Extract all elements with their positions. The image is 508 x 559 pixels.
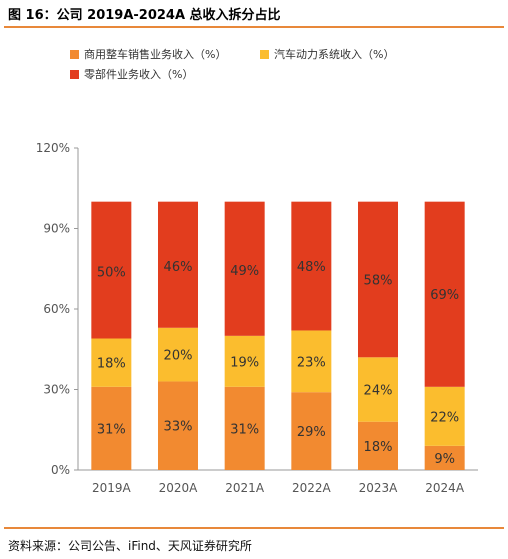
bar-segment [424, 201, 465, 387]
data-label: 22% [430, 410, 459, 425]
legend-swatch [260, 50, 269, 59]
legend-swatch [70, 70, 79, 79]
y-axis: 0% 30% 60% 90% 120% [36, 141, 79, 477]
bar-segment [224, 335, 265, 387]
bar-segment [358, 201, 398, 358]
x-tick-label: 2023A [359, 481, 399, 495]
bar-segment [224, 386, 265, 470]
data-label: 20% [164, 349, 193, 364]
bar-segment [91, 386, 132, 470]
data-label: 23% [297, 355, 326, 370]
bottom-rule [4, 527, 504, 529]
data-label: 31% [97, 422, 126, 437]
source-note: 资料来源：公司公告、iFind、天风证券研究所 [8, 539, 252, 553]
bar-segment [224, 201, 265, 336]
data-label: 31% [230, 422, 259, 437]
legend-swatch [70, 50, 79, 59]
bar-segment [158, 381, 198, 470]
figure-title: 图 16：公司 2019A-2024A 总收入拆分占比 [8, 8, 281, 23]
x-axis: 2019A 2020A 2021A 2022A 2023A 2024A [78, 469, 478, 495]
data-label: 9% [434, 452, 455, 467]
y-tick-label: 120% [36, 141, 70, 155]
chart-legend: 商用整车销售业务收入（%） 汽车动力系统收入（%） 零部件业务收入（%） [70, 47, 394, 81]
bar-segment [424, 386, 465, 446]
data-label: 18% [97, 357, 126, 372]
bar-segment [91, 338, 132, 387]
data-label: 19% [230, 355, 259, 370]
data-label: 33% [164, 420, 193, 435]
data-label: 49% [230, 264, 259, 279]
x-tick-label: 2020A [159, 481, 199, 495]
data-label: 50% [97, 265, 126, 280]
y-tick-label: 90% [43, 222, 70, 236]
y-tick-label: 0% [51, 463, 70, 477]
legend-label: 零部件业务收入（%） [84, 67, 193, 81]
data-labels: 31% 18% 50% 33% 20% 46% 31% 19% 49% 29% 23% 48% 18% 2… [97, 260, 459, 467]
bar-series [91, 201, 465, 470]
y-tick-label: 60% [43, 302, 70, 316]
data-label: 29% [297, 425, 326, 440]
y-tick-label: 30% [43, 383, 70, 397]
top-rule [4, 26, 504, 28]
bar-segment [158, 201, 198, 328]
data-label: 58% [364, 273, 393, 288]
bar-segment [358, 357, 398, 422]
bar-segment [291, 330, 332, 393]
legend-label: 商用整车销售业务收入（%） [84, 47, 226, 61]
bar-segment [291, 392, 332, 470]
x-tick-label: 2024A [425, 481, 465, 495]
x-tick-label: 2019A [92, 481, 132, 495]
data-label: 69% [430, 288, 459, 303]
bar-segment [291, 201, 332, 331]
data-label: 18% [364, 440, 393, 455]
legend-label: 汽车动力系统收入（%） [274, 47, 394, 61]
bar-segment [424, 445, 465, 470]
bar-segment [158, 327, 198, 382]
bar-segment [358, 421, 398, 470]
bar-segment [91, 201, 132, 339]
data-label: 48% [297, 260, 326, 275]
x-tick-label: 2022A [292, 481, 332, 495]
data-label: 46% [164, 260, 193, 275]
data-label: 24% [364, 384, 393, 399]
x-tick-label: 2021A [225, 481, 265, 495]
